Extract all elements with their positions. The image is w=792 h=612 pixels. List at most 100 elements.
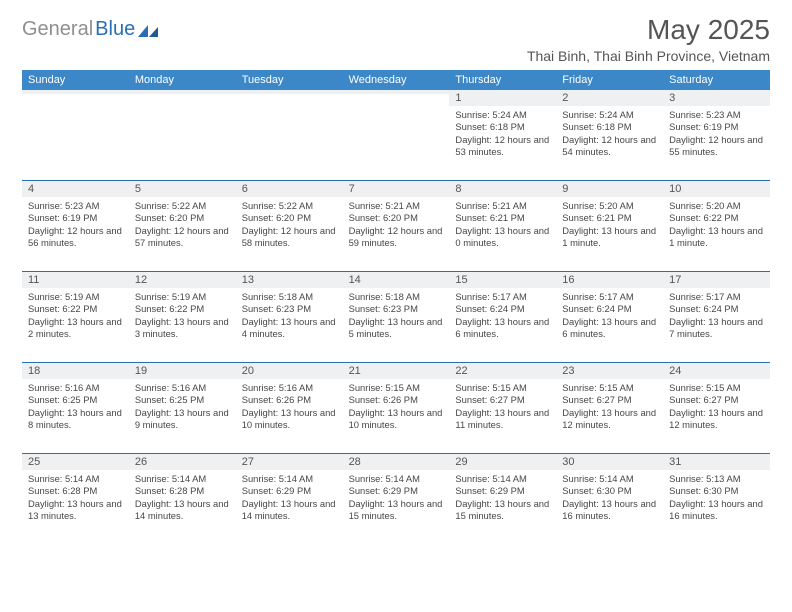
day-details: Sunrise: 5:13 AMSunset: 6:30 PMDaylight:… <box>669 473 766 523</box>
day-details: Sunrise: 5:15 AMSunset: 6:27 PMDaylight:… <box>669 382 766 432</box>
week-row: 25Sunrise: 5:14 AMSunset: 6:28 PMDayligh… <box>22 454 770 544</box>
daylight-text: Daylight: 13 hours and 13 minutes. <box>28 498 125 523</box>
weekday-header: Monday <box>129 70 236 90</box>
day-details: Sunrise: 5:14 AMSunset: 6:30 PMDaylight:… <box>562 473 659 523</box>
sunrise-text: Sunrise: 5:15 AM <box>562 382 659 394</box>
daylight-text: Daylight: 13 hours and 14 minutes. <box>135 498 232 523</box>
day-details: Sunrise: 5:23 AMSunset: 6:19 PMDaylight:… <box>28 200 125 250</box>
sunrise-text: Sunrise: 5:23 AM <box>669 109 766 121</box>
day-number: 29 <box>449 454 556 470</box>
title-block: May 2025 Thai Binh, Thai Binh Province, … <box>527 14 770 64</box>
day-number: 5 <box>129 181 236 197</box>
daylight-text: Daylight: 13 hours and 8 minutes. <box>28 407 125 432</box>
day-number: 25 <box>22 454 129 470</box>
daylight-text: Daylight: 13 hours and 10 minutes. <box>349 407 446 432</box>
weekday-header-row: Sunday Monday Tuesday Wednesday Thursday… <box>22 70 770 90</box>
daylight-text: Daylight: 12 hours and 59 minutes. <box>349 225 446 250</box>
day-details: Sunrise: 5:24 AMSunset: 6:18 PMDaylight:… <box>455 109 552 159</box>
day-number: 14 <box>343 272 450 288</box>
weekday-header: Thursday <box>449 70 556 90</box>
sunset-text: Sunset: 6:27 PM <box>455 394 552 406</box>
day-number: 11 <box>22 272 129 288</box>
daylight-text: Daylight: 13 hours and 12 minutes. <box>669 407 766 432</box>
day-details: Sunrise: 5:15 AMSunset: 6:27 PMDaylight:… <box>455 382 552 432</box>
sunset-text: Sunset: 6:26 PM <box>349 394 446 406</box>
day-details: Sunrise: 5:14 AMSunset: 6:29 PMDaylight:… <box>455 473 552 523</box>
day-cell: 29 Sunrise: 5:14 AMSunset: 6:29 PMDayligh… <box>449 454 556 544</box>
sunrise-text: Sunrise: 5:17 AM <box>455 291 552 303</box>
day-number: 4 <box>22 181 129 197</box>
day-details: Sunrise: 5:17 AMSunset: 6:24 PMDaylight:… <box>455 291 552 341</box>
sunrise-text: Sunrise: 5:21 AM <box>349 200 446 212</box>
day-details: Sunrise: 5:15 AMSunset: 6:26 PMDaylight:… <box>349 382 446 432</box>
day-number: 23 <box>556 363 663 379</box>
day-number: 31 <box>663 454 770 470</box>
day-cell: 23 Sunrise: 5:15 AMSunset: 6:27 PMDayligh… <box>556 363 663 453</box>
daylight-text: Daylight: 13 hours and 1 minute. <box>669 225 766 250</box>
day-cell: 19Sunrise: 5:16 AMSunset: 6:25 PMDayligh… <box>129 363 236 453</box>
sunrise-text: Sunrise: 5:16 AM <box>242 382 339 394</box>
day-cell: 27Sunrise: 5:14 AMSunset: 6:29 PMDayligh… <box>236 454 343 544</box>
daylight-text: Daylight: 13 hours and 12 minutes. <box>562 407 659 432</box>
sunrise-text: Sunrise: 5:19 AM <box>135 291 232 303</box>
day-cell: 16Sunrise: 5:17 AMSunset: 6:24 PMDayligh… <box>556 272 663 362</box>
sunrise-text: Sunrise: 5:22 AM <box>135 200 232 212</box>
sunrise-text: Sunrise: 5:19 AM <box>28 291 125 303</box>
day-cell: 18Sunrise: 5:16 AMSunset: 6:25 PMDayligh… <box>22 363 129 453</box>
day-number <box>129 90 236 94</box>
weekday-header: Friday <box>556 70 663 90</box>
sunset-text: Sunset: 6:20 PM <box>135 212 232 224</box>
sunrise-text: Sunrise: 5:20 AM <box>562 200 659 212</box>
day-number: 17 <box>663 272 770 288</box>
day-cell: 28Sunrise: 5:14 AMSunset: 6:29 PMDayligh… <box>343 454 450 544</box>
sunset-text: Sunset: 6:23 PM <box>349 303 446 315</box>
sunset-text: Sunset: 6:25 PM <box>28 394 125 406</box>
daylight-text: Daylight: 12 hours and 58 minutes. <box>242 225 339 250</box>
day-number: 2 <box>556 90 663 106</box>
day-cell <box>343 90 450 180</box>
daylight-text: Daylight: 13 hours and 0 minutes. <box>455 225 552 250</box>
daylight-text: Daylight: 13 hours and 2 minutes. <box>28 316 125 341</box>
day-cell: 10Sunrise: 5:20 AMSunset: 6:22 PMDayligh… <box>663 181 770 271</box>
sunset-text: Sunset: 6:21 PM <box>562 212 659 224</box>
day-number: 15 <box>449 272 556 288</box>
day-number: 24 <box>663 363 770 379</box>
sunset-text: Sunset: 6:26 PM <box>242 394 339 406</box>
day-details: Sunrise: 5:21 AMSunset: 6:21 PMDaylight:… <box>455 200 552 250</box>
day-details: Sunrise: 5:17 AMSunset: 6:24 PMDaylight:… <box>669 291 766 341</box>
day-cell: 30Sunrise: 5:14 AMSunset: 6:30 PMDayligh… <box>556 454 663 544</box>
day-number: 10 <box>663 181 770 197</box>
day-details: Sunrise: 5:14 AMSunset: 6:29 PMDaylight:… <box>349 473 446 523</box>
day-details: Sunrise: 5:16 AMSunset: 6:25 PMDaylight:… <box>28 382 125 432</box>
header: GeneralBlue May 2025 Thai Binh, Thai Bin… <box>22 14 770 64</box>
daylight-text: Daylight: 13 hours and 1 minute. <box>562 225 659 250</box>
daylight-text: Daylight: 13 hours and 14 minutes. <box>242 498 339 523</box>
sunrise-text: Sunrise: 5:14 AM <box>562 473 659 485</box>
day-cell: 9Sunrise: 5:20 AMSunset: 6:21 PMDaylight… <box>556 181 663 271</box>
day-number <box>343 90 450 94</box>
daylight-text: Daylight: 12 hours and 55 minutes. <box>669 134 766 159</box>
day-number: 13 <box>236 272 343 288</box>
week-row: 1Sunrise: 5:24 AMSunset: 6:18 PMDaylight… <box>22 90 770 181</box>
day-details: Sunrise: 5:15 AMSunset: 6:27 PMDaylight:… <box>562 382 659 432</box>
sunset-text: Sunset: 6:20 PM <box>242 212 339 224</box>
sunrise-text: Sunrise: 5:20 AM <box>669 200 766 212</box>
day-details: Sunrise: 5:19 AMSunset: 6:22 PMDaylight:… <box>28 291 125 341</box>
day-cell: 5 Sunrise: 5:22 AMSunset: 6:20 PMDaylight… <box>129 181 236 271</box>
logo-sail-icon <box>138 23 160 39</box>
sunrise-text: Sunrise: 5:14 AM <box>455 473 552 485</box>
week-row: 11 Sunrise: 5:19 AMSunset: 6:22 PMDayligh… <box>22 272 770 363</box>
sunrise-text: Sunrise: 5:18 AM <box>242 291 339 303</box>
sunrise-text: Sunrise: 5:14 AM <box>349 473 446 485</box>
day-details: Sunrise: 5:22 AMSunset: 6:20 PMDaylight:… <box>135 200 232 250</box>
sunset-text: Sunset: 6:24 PM <box>455 303 552 315</box>
weeks-container: 1Sunrise: 5:24 AMSunset: 6:18 PMDaylight… <box>22 90 770 544</box>
day-details: Sunrise: 5:19 AMSunset: 6:22 PMDaylight:… <box>135 291 232 341</box>
day-cell: 24 Sunrise: 5:15 AMSunset: 6:27 PMDayligh… <box>663 363 770 453</box>
day-cell <box>22 90 129 180</box>
day-details: Sunrise: 5:16 AMSunset: 6:26 PMDaylight:… <box>242 382 339 432</box>
day-number: 7 <box>343 181 450 197</box>
week-row: 18Sunrise: 5:16 AMSunset: 6:25 PMDayligh… <box>22 363 770 454</box>
day-details: Sunrise: 5:18 AMSunset: 6:23 PMDaylight:… <box>242 291 339 341</box>
day-number: 27 <box>236 454 343 470</box>
